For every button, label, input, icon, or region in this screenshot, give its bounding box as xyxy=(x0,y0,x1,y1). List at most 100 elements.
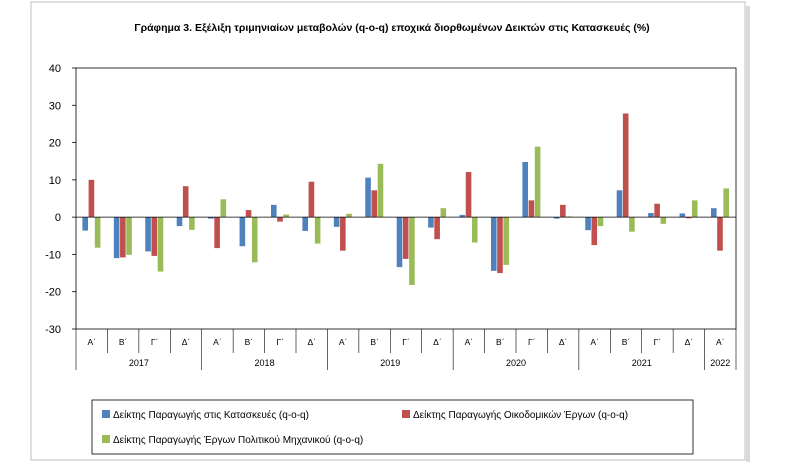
x-tick-label: Γ΄ xyxy=(151,337,159,347)
bar-1-10 xyxy=(365,177,371,218)
bar-2-1 xyxy=(88,179,95,218)
bar-3-12 xyxy=(440,208,447,218)
bar-2-9 xyxy=(340,217,346,251)
y-tick-label: -30 xyxy=(45,324,61,336)
bar-1-7 xyxy=(270,204,277,218)
bar-1-13 xyxy=(459,214,466,218)
bar-2-12 xyxy=(434,217,440,240)
bar-2-20 xyxy=(685,217,692,219)
x-tick-label: Β΄ xyxy=(370,337,379,347)
year-label: 2017 xyxy=(129,358,149,368)
bar-3-8 xyxy=(314,217,321,244)
chart-outer-border xyxy=(30,1,746,461)
x-tick-label: Γ΄ xyxy=(402,337,410,347)
bar-3-1 xyxy=(94,217,101,248)
plot-border xyxy=(75,67,737,330)
bar-2-4 xyxy=(182,186,189,218)
bar-2-16 xyxy=(560,204,566,218)
bar-3-15 xyxy=(534,146,541,218)
x-tick-label: Β΄ xyxy=(245,337,254,347)
bar-3-3 xyxy=(157,217,164,272)
bar-2-5 xyxy=(214,217,220,249)
legend-swatch-1 xyxy=(102,410,110,418)
bar-1-20 xyxy=(679,213,686,218)
year-label: 2022 xyxy=(710,358,730,368)
x-tick-label: Δ΄ xyxy=(433,337,442,347)
x-tick-label: Γ΄ xyxy=(528,337,536,347)
legend-label-2: Δείκτης Παραγωγής Οικοδομικών Έργων (q-o… xyxy=(413,409,628,421)
bar-2-18 xyxy=(622,113,629,218)
y-tick-label: 30 xyxy=(49,100,61,112)
legend-swatch-3 xyxy=(102,435,110,443)
chart-title: Γράφημα 3. Εξέλιξη τριμηνιαίων μεταβολών… xyxy=(134,22,649,34)
bar-2-19 xyxy=(654,203,660,218)
x-tick-label: Δ΄ xyxy=(685,337,694,347)
legend-label-3: Δείκτης Παραγωγής Έργων Πολιτικού Μηχανι… xyxy=(113,434,363,446)
bar-1-3 xyxy=(145,217,151,252)
bar-2-17 xyxy=(591,217,598,246)
bar-3-6 xyxy=(251,217,258,263)
bar-3-9 xyxy=(346,213,352,218)
bar-2-6 xyxy=(245,210,252,218)
bar-3-21 xyxy=(723,188,729,218)
x-tick-label: Δ΄ xyxy=(182,337,191,347)
bar-3-18 xyxy=(629,217,635,232)
bar-2-8 xyxy=(308,181,315,218)
legend-label-1: Δείκτης Παραγωγής στις Κατασκευές (q-o-q… xyxy=(113,409,309,421)
bar-1-15 xyxy=(522,161,529,218)
bar-1-6 xyxy=(239,217,246,247)
bar-1-12 xyxy=(428,217,434,228)
x-tick-label: Α΄ xyxy=(213,337,222,347)
bar-3-11 xyxy=(409,217,415,286)
x-tick-label: Α΄ xyxy=(590,337,599,347)
x-tick-label: Β΄ xyxy=(622,337,631,347)
bar-3-13 xyxy=(471,217,478,243)
year-label: 2021 xyxy=(632,358,652,368)
legend-box xyxy=(91,399,694,455)
bar-2-11 xyxy=(402,217,409,259)
y-tick-label: 20 xyxy=(49,138,61,150)
y-tick-label: 10 xyxy=(49,175,61,187)
bar-1-21 xyxy=(710,208,717,218)
bar-2-14 xyxy=(497,217,503,274)
bar-1-18 xyxy=(616,190,623,218)
bar-3-2 xyxy=(126,217,132,255)
legend: Δείκτης Παραγωγής στις Κατασκευές (q-o-q… xyxy=(91,399,694,455)
x-tick-label: Β΄ xyxy=(496,337,505,347)
bar-2-13 xyxy=(465,172,472,218)
y-tick-label: -10 xyxy=(45,249,61,261)
bar-2-15 xyxy=(528,200,535,218)
bar-1-8 xyxy=(302,217,309,231)
bar-3-20 xyxy=(691,200,698,218)
bar-1-19 xyxy=(648,213,654,218)
bar-2-3 xyxy=(151,217,158,256)
bar-2-10 xyxy=(371,190,378,218)
bar-1-11 xyxy=(396,217,403,268)
bar-1-1 xyxy=(82,217,89,231)
bar-1-14 xyxy=(490,217,497,271)
bar-1-16 xyxy=(553,217,560,219)
x-tick-label: Γ΄ xyxy=(654,337,662,347)
year-label: 2020 xyxy=(506,358,526,368)
bar-2-7 xyxy=(277,217,283,222)
bar-1-4 xyxy=(176,217,183,227)
x-tick-label: Β΄ xyxy=(119,337,128,347)
plot-area: 40 30 20 10 0 -10 -20 -30 Α΄ Β΄ Γ΄ Δ΄ Α΄ Β΄ Γ΄ Δ΄ Α΄ Β΄ Γ΄… xyxy=(45,63,737,370)
x-tick-label: Α΄ xyxy=(339,337,348,347)
bar-3-14 xyxy=(503,217,509,265)
x-tick-label: Α΄ xyxy=(716,337,725,347)
y-tick-label: -20 xyxy=(45,287,61,299)
bar-3-7 xyxy=(283,214,289,218)
bar-2-2 xyxy=(120,217,126,258)
x-tick-label: Α΄ xyxy=(465,337,474,347)
bar-1-9 xyxy=(333,217,340,227)
year-label: 2018 xyxy=(255,358,275,368)
bar-3-19 xyxy=(660,217,667,224)
y-tick-label: 40 xyxy=(49,63,61,75)
bar-1-2 xyxy=(113,217,120,259)
x-tick-label: Γ΄ xyxy=(277,337,285,347)
x-tick-label: Δ΄ xyxy=(559,337,568,347)
year-label: 2019 xyxy=(380,358,400,368)
